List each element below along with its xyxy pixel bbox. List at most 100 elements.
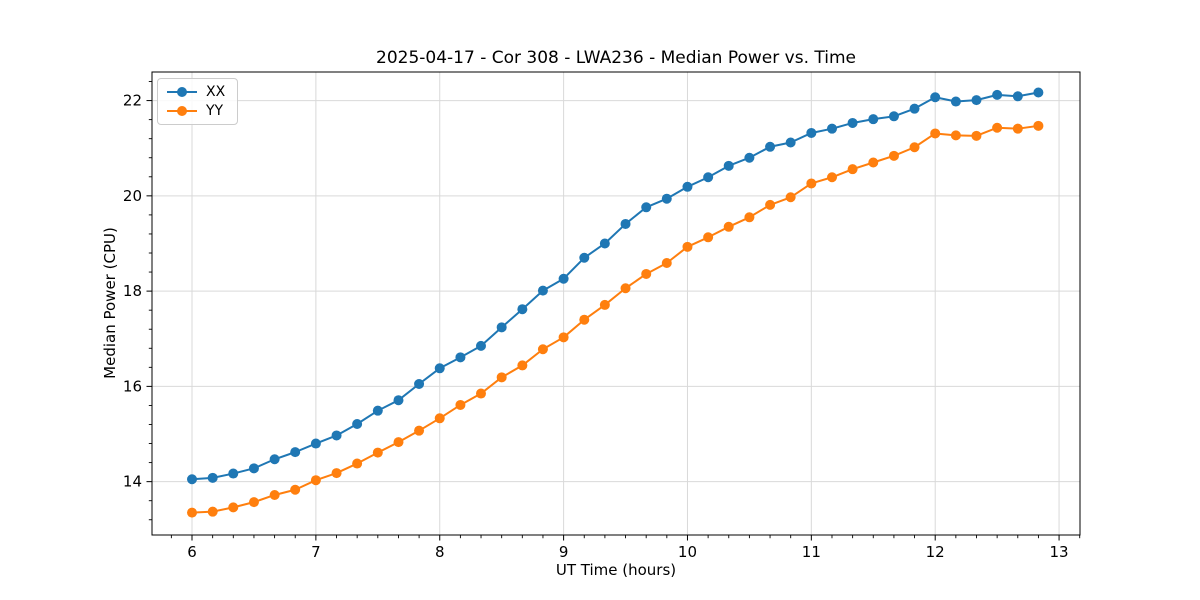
data-point-xx	[558, 273, 569, 284]
data-point-xx	[455, 352, 466, 363]
data-point-xx	[620, 218, 631, 229]
axes-spines	[151, 71, 1081, 536]
data-point-yy	[703, 232, 714, 243]
data-point-yy	[723, 221, 734, 232]
data-point-xx	[475, 340, 486, 351]
data-point-yy	[620, 283, 631, 294]
data-point-yy	[765, 199, 776, 210]
series-line-yy	[191, 124, 1040, 514]
y-tick-label: 22	[123, 92, 142, 110]
x-tick-label: 11	[802, 543, 821, 561]
data-point-yy	[847, 164, 858, 175]
data-point-yy	[1033, 120, 1044, 131]
data-point-xx	[496, 322, 507, 333]
data-point-xx	[248, 463, 259, 474]
legend-label-yy: YY	[206, 103, 224, 119]
y-tick-label: 16	[123, 377, 142, 395]
data-point-yy	[992, 122, 1003, 133]
x-tick-label: 13	[1050, 543, 1069, 561]
data-point-xx	[414, 379, 425, 390]
data-point-yy	[661, 258, 672, 269]
data-point-yy	[744, 212, 755, 223]
data-point-yy	[310, 475, 321, 486]
data-point-yy	[269, 489, 280, 500]
y-axis-label: Median Power (CPU)	[101, 227, 119, 379]
data-point-xx	[806, 127, 817, 138]
x-tick-label: 7	[311, 543, 321, 561]
legend: XX YY	[157, 78, 239, 125]
legend-sample-yy	[167, 106, 197, 116]
data-point-xx	[661, 193, 672, 204]
data-point-xx	[930, 92, 941, 103]
x-tick-label: 9	[559, 543, 569, 561]
data-point-yy	[888, 150, 899, 161]
data-point-xx	[909, 103, 920, 114]
data-point-xx	[888, 111, 899, 122]
data-point-yy	[352, 458, 363, 469]
data-point-yy	[414, 425, 425, 436]
data-point-xx	[868, 114, 879, 125]
x-tick-label: 12	[926, 543, 945, 561]
x-tick-label: 6	[187, 543, 197, 561]
data-point-xx	[785, 137, 796, 148]
data-point-yy	[930, 128, 941, 139]
data-point-xx	[579, 252, 590, 263]
y-tick-label: 20	[123, 187, 142, 205]
data-point-xx	[950, 96, 961, 107]
data-point-yy	[455, 399, 466, 410]
data-point-yy	[785, 192, 796, 203]
data-point-yy	[331, 468, 342, 479]
data-point-xx	[434, 363, 445, 374]
x-axis-label: UT Time (hours)	[555, 561, 677, 579]
legend-sample-xx	[167, 87, 197, 97]
data-point-yy	[537, 344, 548, 355]
data-point-xx	[703, 172, 714, 183]
data-point-xx	[992, 89, 1003, 100]
data-point-xx	[310, 438, 321, 449]
legend-label-xx: XX	[206, 84, 226, 100]
data-point-xx	[827, 123, 838, 134]
data-point-yy	[1012, 123, 1023, 134]
data-point-yy	[599, 299, 610, 310]
data-point-yy	[434, 413, 445, 424]
legend-item-yy: YY	[166, 103, 225, 119]
data-point-xx	[744, 152, 755, 163]
data-point-yy	[248, 497, 259, 508]
data-point-xx	[971, 95, 982, 106]
legend-item-xx: XX	[166, 84, 225, 100]
data-point-yy	[806, 178, 817, 189]
data-point-yy	[475, 388, 486, 399]
data-point-yy	[228, 502, 239, 513]
data-point-yy	[909, 142, 920, 153]
data-point-xx	[228, 468, 239, 479]
data-point-yy	[950, 130, 961, 141]
x-tick-label: 10	[678, 543, 697, 561]
data-point-yy	[372, 447, 383, 458]
data-point-xx	[847, 117, 858, 128]
chart-title: 2025-04-17 - Cor 308 - LWA236 - Median P…	[376, 48, 856, 68]
data-point-xx	[723, 160, 734, 171]
data-point-yy	[393, 437, 404, 448]
data-point-xx	[641, 202, 652, 213]
data-point-xx	[290, 447, 301, 458]
data-point-xx	[187, 474, 198, 485]
data-point-xx	[599, 238, 610, 249]
y-tick-label: 14	[123, 473, 142, 491]
data-point-yy	[641, 268, 652, 279]
data-point-yy	[496, 372, 507, 383]
data-point-yy	[558, 332, 569, 343]
data-point-xx	[352, 419, 363, 430]
data-point-yy	[682, 241, 693, 252]
data-point-yy	[517, 360, 528, 371]
data-point-xx	[331, 430, 342, 441]
data-point-xx	[1012, 91, 1023, 102]
data-point-xx	[517, 304, 528, 315]
data-point-yy	[868, 157, 879, 168]
data-point-yy	[971, 130, 982, 141]
data-point-xx	[207, 472, 218, 483]
y-tick-label: 18	[123, 282, 142, 300]
data-point-xx	[372, 405, 383, 416]
data-point-yy	[187, 507, 198, 518]
